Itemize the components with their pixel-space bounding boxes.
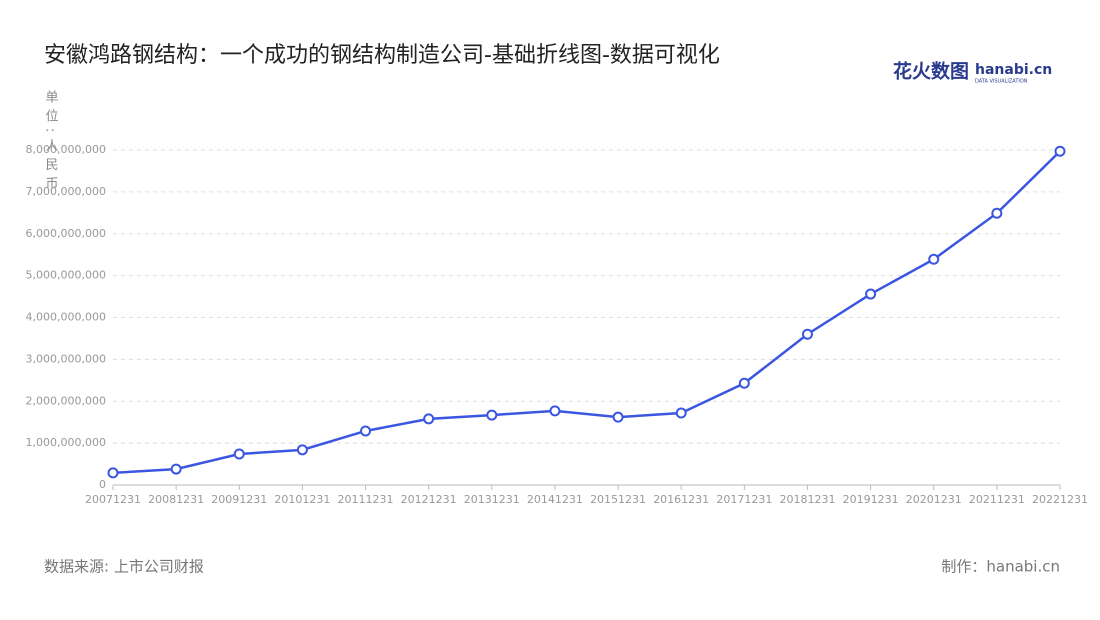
y-tick-label: 7,000,000,000: [26, 185, 106, 198]
y-tick-label: 6,000,000,000: [26, 227, 106, 240]
source: 数据来源: 上市公司财报: [44, 558, 204, 576]
logo-site: hanabi.cn: [975, 62, 1052, 78]
x-tick-label: 20181231: [779, 493, 835, 506]
marker: [360, 425, 372, 437]
marker: [675, 407, 687, 419]
y-tick-label: 3,000,000,000: [26, 352, 106, 365]
y-tick-label: 2,000,000,000: [26, 394, 106, 407]
y-tick-label: 5,000,000,000: [26, 269, 106, 282]
x-tick-label: 20111231: [338, 493, 394, 506]
y-tick-label: 1,000,000,000: [26, 436, 106, 449]
x-tick-label: 20211231: [969, 493, 1025, 506]
logo-tagline: DATA VISUALIZATION: [975, 79, 1028, 85]
logo-brand: 花火数图: [893, 60, 969, 83]
marker: [423, 413, 435, 425]
marker: [1054, 145, 1066, 157]
marker: [107, 467, 119, 479]
x-tick-label: 20141231: [527, 493, 583, 506]
y-tick-label: 0: [99, 478, 106, 491]
x-tick-label: 20161231: [653, 493, 709, 506]
y-tick-label: 8,000,000,000: [26, 143, 106, 156]
x-tick-label: 20071231: [85, 493, 141, 506]
marker: [928, 253, 940, 265]
x-tick-label: 20101231: [274, 493, 330, 506]
marker: [296, 444, 308, 456]
line: [112, 150, 1061, 475]
marker: [801, 328, 813, 340]
x-tick-label: 20201231: [906, 493, 962, 506]
marker: [738, 377, 750, 389]
x-tick-label: 20171231: [716, 493, 772, 506]
credit: 制作：hanabi.cn: [941, 558, 1060, 576]
x-tick-label: 20121231: [401, 493, 457, 506]
marker: [233, 448, 245, 460]
marker: [170, 463, 182, 475]
x-tick-label: 20131231: [464, 493, 520, 506]
y-axis-label: 单位:人民币: [43, 90, 59, 195]
y-tick-label: 4,000,000,000: [26, 311, 106, 324]
marker: [865, 288, 877, 300]
marker: [549, 405, 561, 417]
x-tick-label: 20151231: [590, 493, 646, 506]
marker: [612, 411, 624, 423]
chart-title: 安徽鸿路钢结构：一个成功的钢结构制造公司-基础折线图-数据可视化: [44, 43, 720, 68]
x-tick-label: 20091231: [211, 493, 267, 506]
x-tick-label: 20081231: [148, 493, 204, 506]
x-tick-label: 20191231: [843, 493, 899, 506]
marker: [991, 207, 1003, 219]
x-tick-label: 20221231: [1032, 493, 1088, 506]
marker: [486, 409, 498, 421]
